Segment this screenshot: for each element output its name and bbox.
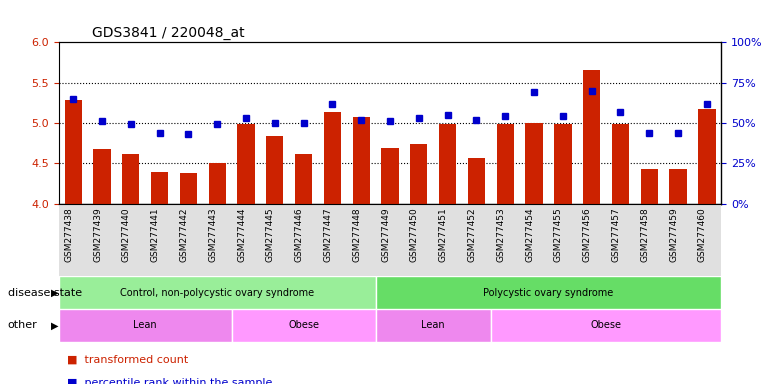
Bar — [209, 163, 226, 204]
Text: Polycystic ovary syndrome: Polycystic ovary syndrome — [483, 288, 614, 298]
Bar — [670, 169, 687, 204]
Bar — [520, 204, 549, 276]
Bar — [376, 276, 721, 309]
Text: other: other — [8, 320, 38, 331]
Text: ■  percentile rank within the sample: ■ percentile rank within the sample — [67, 378, 272, 384]
Text: GSM277459: GSM277459 — [669, 207, 678, 262]
Bar — [151, 172, 169, 204]
Text: Obese: Obese — [289, 320, 319, 331]
Bar — [496, 124, 514, 204]
Text: GSM277443: GSM277443 — [209, 207, 217, 262]
Text: GSM277444: GSM277444 — [237, 207, 246, 262]
Text: GSM277442: GSM277442 — [180, 207, 188, 262]
Bar — [318, 204, 347, 276]
Bar — [295, 154, 312, 204]
Bar — [93, 149, 111, 204]
Text: Control, non-polycystic ovary syndrome: Control, non-polycystic ovary syndrome — [120, 288, 314, 298]
Text: GSM277446: GSM277446 — [295, 207, 303, 262]
Text: GSM277449: GSM277449 — [381, 207, 390, 262]
Bar — [203, 204, 231, 276]
Bar — [405, 204, 434, 276]
Text: GSM277453: GSM277453 — [496, 207, 505, 262]
Bar — [289, 204, 318, 276]
Bar — [59, 276, 376, 309]
Bar — [180, 173, 197, 204]
Bar — [583, 70, 601, 204]
Text: ▶: ▶ — [51, 320, 59, 331]
Bar — [324, 113, 341, 204]
Text: GSM277438: GSM277438 — [64, 207, 73, 262]
Bar — [491, 204, 520, 276]
Text: GSM277460: GSM277460 — [698, 207, 707, 262]
Text: GSM277445: GSM277445 — [266, 207, 275, 262]
Bar — [641, 169, 658, 204]
Text: GSM277451: GSM277451 — [438, 207, 448, 262]
Text: GSM277456: GSM277456 — [583, 207, 592, 262]
Text: disease state: disease state — [8, 288, 82, 298]
Bar — [434, 204, 462, 276]
Bar — [88, 204, 116, 276]
Bar — [468, 157, 485, 204]
Bar — [64, 100, 82, 204]
Text: GSM277448: GSM277448 — [352, 207, 361, 262]
Bar — [525, 123, 543, 204]
Text: GDS3841 / 220048_at: GDS3841 / 220048_at — [92, 26, 245, 40]
Text: GSM277455: GSM277455 — [554, 207, 563, 262]
Bar — [267, 136, 284, 204]
Bar — [491, 309, 721, 342]
Text: GSM277452: GSM277452 — [467, 207, 477, 262]
Bar — [577, 204, 606, 276]
Bar — [59, 204, 88, 276]
Bar — [606, 204, 635, 276]
Bar — [635, 204, 664, 276]
Text: Lean: Lean — [422, 320, 445, 331]
Bar — [462, 204, 491, 276]
Bar — [238, 124, 255, 204]
Text: GSM277457: GSM277457 — [612, 207, 620, 262]
Bar — [347, 204, 376, 276]
Bar — [260, 204, 289, 276]
Bar — [410, 144, 427, 204]
Bar — [439, 124, 456, 204]
Bar — [376, 204, 405, 276]
Bar — [59, 309, 231, 342]
Bar — [145, 204, 174, 276]
Text: GSM277441: GSM277441 — [151, 207, 160, 262]
Bar — [664, 204, 692, 276]
Text: GSM277454: GSM277454 — [525, 207, 534, 262]
Bar — [231, 309, 376, 342]
Text: GSM277440: GSM277440 — [122, 207, 131, 262]
Text: ■  transformed count: ■ transformed count — [67, 355, 188, 365]
Bar — [699, 109, 716, 204]
Bar — [122, 154, 140, 204]
Text: GSM277439: GSM277439 — [93, 207, 102, 262]
Bar — [612, 124, 629, 204]
Text: GSM277447: GSM277447 — [324, 207, 332, 262]
Bar — [381, 148, 399, 204]
Text: GSM277450: GSM277450 — [410, 207, 419, 262]
Bar — [174, 204, 203, 276]
Text: Lean: Lean — [133, 320, 157, 331]
Bar — [554, 124, 572, 204]
Bar — [353, 117, 370, 204]
Bar — [116, 204, 145, 276]
Bar — [376, 309, 491, 342]
Bar — [692, 204, 721, 276]
Bar — [231, 204, 260, 276]
Bar — [549, 204, 577, 276]
Text: GSM277458: GSM277458 — [641, 207, 649, 262]
Text: ▶: ▶ — [51, 288, 59, 298]
Text: Obese: Obese — [590, 320, 622, 331]
